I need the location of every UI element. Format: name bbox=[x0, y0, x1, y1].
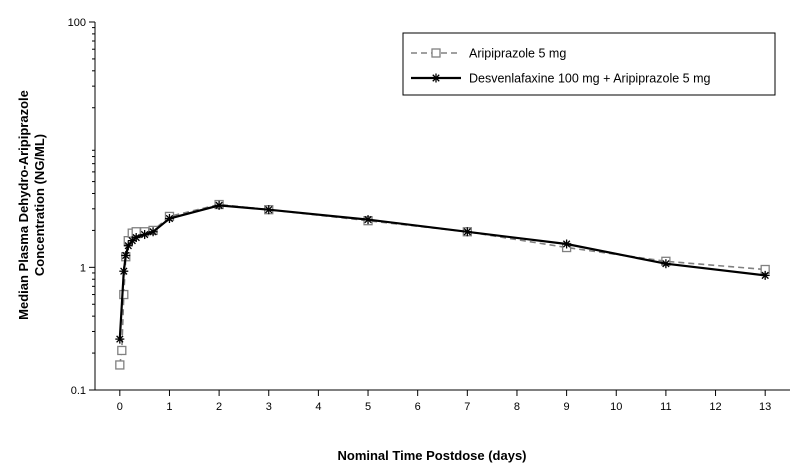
data-point bbox=[431, 48, 441, 58]
x-tick-label: 7 bbox=[464, 401, 470, 413]
x-tick-label: 0 bbox=[117, 401, 123, 413]
y-tick-label: 1 bbox=[80, 262, 86, 274]
x-tick-label: 12 bbox=[709, 401, 721, 413]
x-tick-label: 13 bbox=[759, 401, 771, 413]
data-point bbox=[148, 227, 158, 237]
series-line bbox=[118, 204, 766, 340]
legend-label: Aripiprazole 5 mg bbox=[469, 47, 566, 61]
x-tick-label: 9 bbox=[564, 401, 570, 413]
legend-box bbox=[402, 32, 776, 96]
legend-item: Aripiprazole 5 mg bbox=[411, 47, 566, 61]
legend-item: Desvenlafaxine 100 mg + Aripiprazole 5 m… bbox=[411, 72, 711, 86]
data-point bbox=[117, 345, 127, 356]
y-axis-title: Median Plasma Dehydro-Aripiprazole Conce… bbox=[16, 90, 47, 320]
data-point bbox=[119, 266, 129, 276]
data-point bbox=[140, 230, 150, 240]
data-point bbox=[131, 233, 141, 243]
data-point bbox=[214, 200, 224, 210]
x-tick-label: 6 bbox=[415, 401, 421, 413]
x-tick-label: 8 bbox=[514, 401, 520, 413]
data-point bbox=[164, 214, 174, 224]
x-tick-label: 1 bbox=[166, 401, 172, 413]
y-tick-label: 100 bbox=[68, 17, 86, 29]
legend-label: Desvenlafaxine 100 mg + Aripiprazole 5 m… bbox=[469, 72, 711, 86]
x-tick-label: 5 bbox=[365, 401, 371, 413]
legend: Aripiprazole 5 mg Desvenlafaxine 100 mg +… bbox=[402, 32, 776, 96]
data-point bbox=[661, 259, 671, 269]
series-layer bbox=[115, 199, 770, 370]
data-point bbox=[431, 73, 441, 83]
data-point bbox=[115, 360, 125, 370]
data-point bbox=[264, 205, 274, 215]
x-tick-label: 4 bbox=[315, 401, 321, 413]
data-point bbox=[121, 250, 131, 260]
x-tick-label: 10 bbox=[610, 401, 622, 413]
data-point bbox=[462, 227, 472, 237]
data-point bbox=[562, 239, 572, 249]
data-point bbox=[119, 289, 129, 300]
data-point bbox=[123, 241, 133, 251]
y-tick-label: 0.1 bbox=[71, 385, 86, 397]
series-1 bbox=[115, 199, 770, 370]
data-point bbox=[363, 215, 373, 225]
x-tick-label: 11 bbox=[660, 401, 671, 413]
data-point bbox=[115, 334, 125, 344]
series-2 bbox=[115, 200, 770, 344]
x-tick-label: 2 bbox=[216, 401, 222, 413]
x-axis-title: Nominal Time Postdose (days) bbox=[337, 448, 526, 463]
y-axis-title-line2: Concentration (NG/ML) bbox=[32, 134, 47, 276]
y-axis-title-line1: Median Plasma Dehydro-Aripiprazole bbox=[16, 90, 31, 320]
data-point bbox=[760, 270, 770, 280]
x-tick-label: 3 bbox=[266, 401, 272, 413]
